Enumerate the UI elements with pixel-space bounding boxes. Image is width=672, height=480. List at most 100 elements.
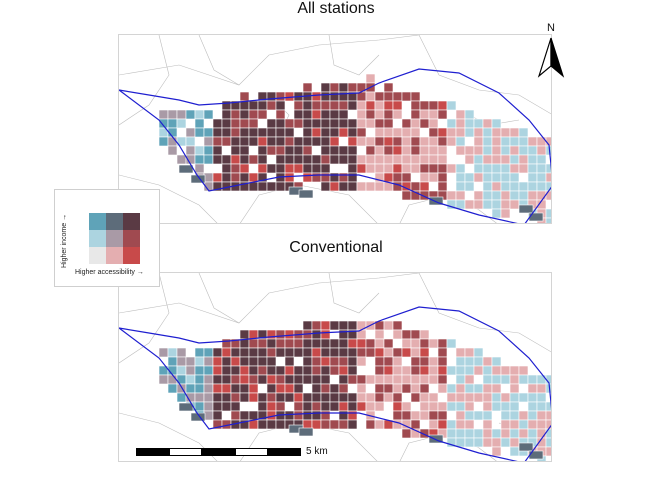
map-polygon — [311, 136, 322, 147]
map-polygon — [365, 91, 376, 102]
map-polygon — [320, 118, 331, 129]
map-polygon — [203, 356, 214, 367]
map-polygon — [500, 163, 511, 174]
map-polygon — [347, 100, 358, 111]
map-polygon — [347, 163, 358, 174]
map-polygon — [158, 118, 169, 129]
legend-cell — [106, 213, 123, 230]
map-polygon — [365, 118, 376, 129]
map-polygon — [536, 172, 547, 183]
map-polygon — [302, 374, 313, 385]
map-polygon — [293, 410, 304, 421]
map-polygon — [410, 127, 421, 138]
map-polygon — [194, 374, 205, 385]
map-polygon — [428, 172, 439, 183]
map-polygon — [347, 365, 358, 376]
map-polygon — [401, 118, 412, 129]
map-polygon — [428, 136, 439, 147]
map-polygon — [356, 136, 367, 147]
map-polygon — [374, 401, 385, 412]
map-polygon — [419, 356, 430, 367]
map-polygon — [374, 127, 385, 138]
map-polygon — [482, 356, 493, 367]
map-polygon — [167, 347, 178, 358]
map-polygon — [329, 392, 340, 403]
map-polygon — [383, 365, 394, 376]
map-polygon — [500, 145, 511, 156]
map-polygon — [455, 145, 466, 156]
map-polygon — [509, 190, 520, 201]
map-polygon — [500, 401, 511, 412]
map-polygon — [365, 100, 376, 111]
map-polygon — [248, 374, 259, 385]
map-polygon — [284, 383, 295, 394]
map-polygon — [347, 401, 358, 412]
map-polygon — [410, 109, 421, 120]
map-polygon — [419, 383, 430, 394]
map-polygon — [320, 410, 331, 421]
map-polygon — [482, 410, 493, 421]
map-polygon — [284, 356, 295, 367]
map-polygon — [509, 163, 520, 174]
map-polygon — [338, 374, 349, 385]
map-polygon — [446, 163, 457, 174]
map-polygon — [320, 163, 331, 174]
map-polygon — [275, 338, 286, 349]
map-polygon — [356, 392, 367, 403]
north-arrow: N — [534, 22, 568, 78]
map-polygon — [518, 190, 529, 201]
map-polygon — [239, 109, 250, 120]
map-polygon — [536, 410, 547, 421]
map-polygon — [293, 136, 304, 147]
map-polygon — [257, 356, 268, 367]
map-polygon — [482, 190, 493, 201]
map-polygon — [284, 338, 295, 349]
map-polygon — [500, 127, 511, 138]
map-polygon — [347, 118, 358, 129]
map-polygon — [536, 392, 547, 403]
map-polygon — [266, 100, 277, 111]
map-polygon — [428, 356, 439, 367]
map-polygon — [518, 204, 534, 214]
map-polygon — [482, 172, 493, 183]
map-polygon — [302, 338, 313, 349]
map-polygon — [302, 320, 313, 331]
map-polygon — [356, 374, 367, 385]
map-polygon — [221, 109, 232, 120]
map-polygon — [176, 347, 187, 358]
map-polygon — [509, 446, 520, 457]
map-polygon — [293, 163, 304, 174]
map-polygon — [374, 419, 385, 430]
map-polygon — [455, 401, 466, 412]
map-polygon — [383, 347, 394, 358]
map-polygon — [374, 136, 385, 147]
map-polygon — [383, 392, 394, 403]
map-polygon — [176, 365, 187, 376]
map-polygon — [437, 154, 448, 165]
map-polygon — [266, 356, 277, 367]
map-polygon — [500, 154, 511, 165]
map-polygon — [500, 136, 511, 147]
map-polygon — [536, 419, 547, 430]
choropleth-conventional — [158, 320, 551, 461]
map-polygon — [311, 338, 322, 349]
map-polygon — [401, 190, 412, 201]
map-polygon — [347, 181, 358, 192]
map-polygon — [536, 145, 547, 156]
scale-segment — [268, 448, 301, 456]
map-polygon — [374, 109, 385, 120]
map-polygon — [347, 338, 358, 349]
map-polygon — [365, 347, 376, 358]
legend-x-label: Higher accessibility → — [75, 269, 144, 276]
map-polygon — [221, 383, 232, 394]
map-polygon — [338, 392, 349, 403]
map-polygon — [419, 392, 430, 403]
map-polygon — [212, 145, 223, 156]
map-polygon — [527, 374, 538, 385]
map-polygon — [320, 172, 331, 183]
map-polygon — [419, 154, 430, 165]
map-polygon — [437, 401, 448, 412]
map-polygon — [347, 410, 358, 421]
map-polygon — [392, 320, 403, 331]
map-polygon — [482, 145, 493, 156]
